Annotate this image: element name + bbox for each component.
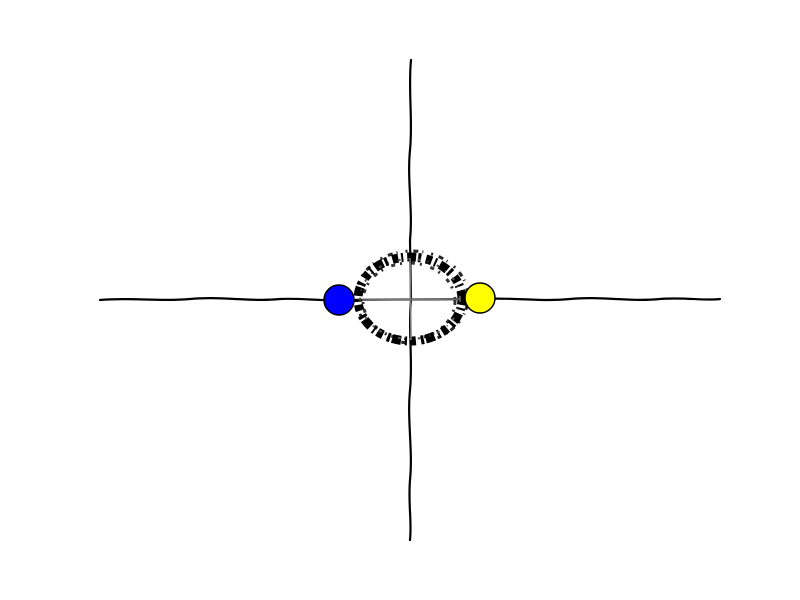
- inner-axis-highlight: [361, 257, 461, 341]
- right-node: [464, 282, 496, 314]
- left-node: [323, 284, 355, 316]
